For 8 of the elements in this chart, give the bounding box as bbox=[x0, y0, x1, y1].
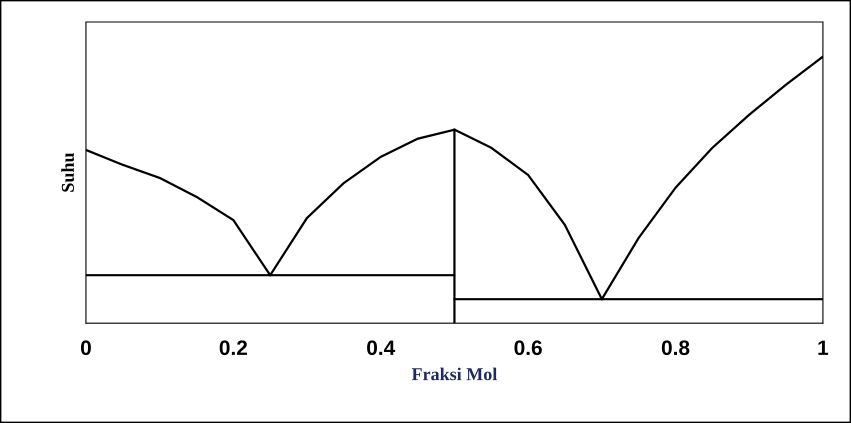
x-tick-label: 0.6 bbox=[514, 340, 542, 356]
x-axis-title: Fraksi Mol bbox=[412, 368, 498, 380]
x-tick-label: 0 bbox=[80, 340, 91, 356]
x-tick-label: 1 bbox=[818, 340, 828, 355]
x-tick-label: 0.4 bbox=[367, 340, 396, 356]
x-tick-label: 0.8 bbox=[662, 340, 690, 356]
y-axis-title: Suhu bbox=[61, 152, 74, 192]
x-tick-label: 0.2 bbox=[220, 340, 247, 356]
